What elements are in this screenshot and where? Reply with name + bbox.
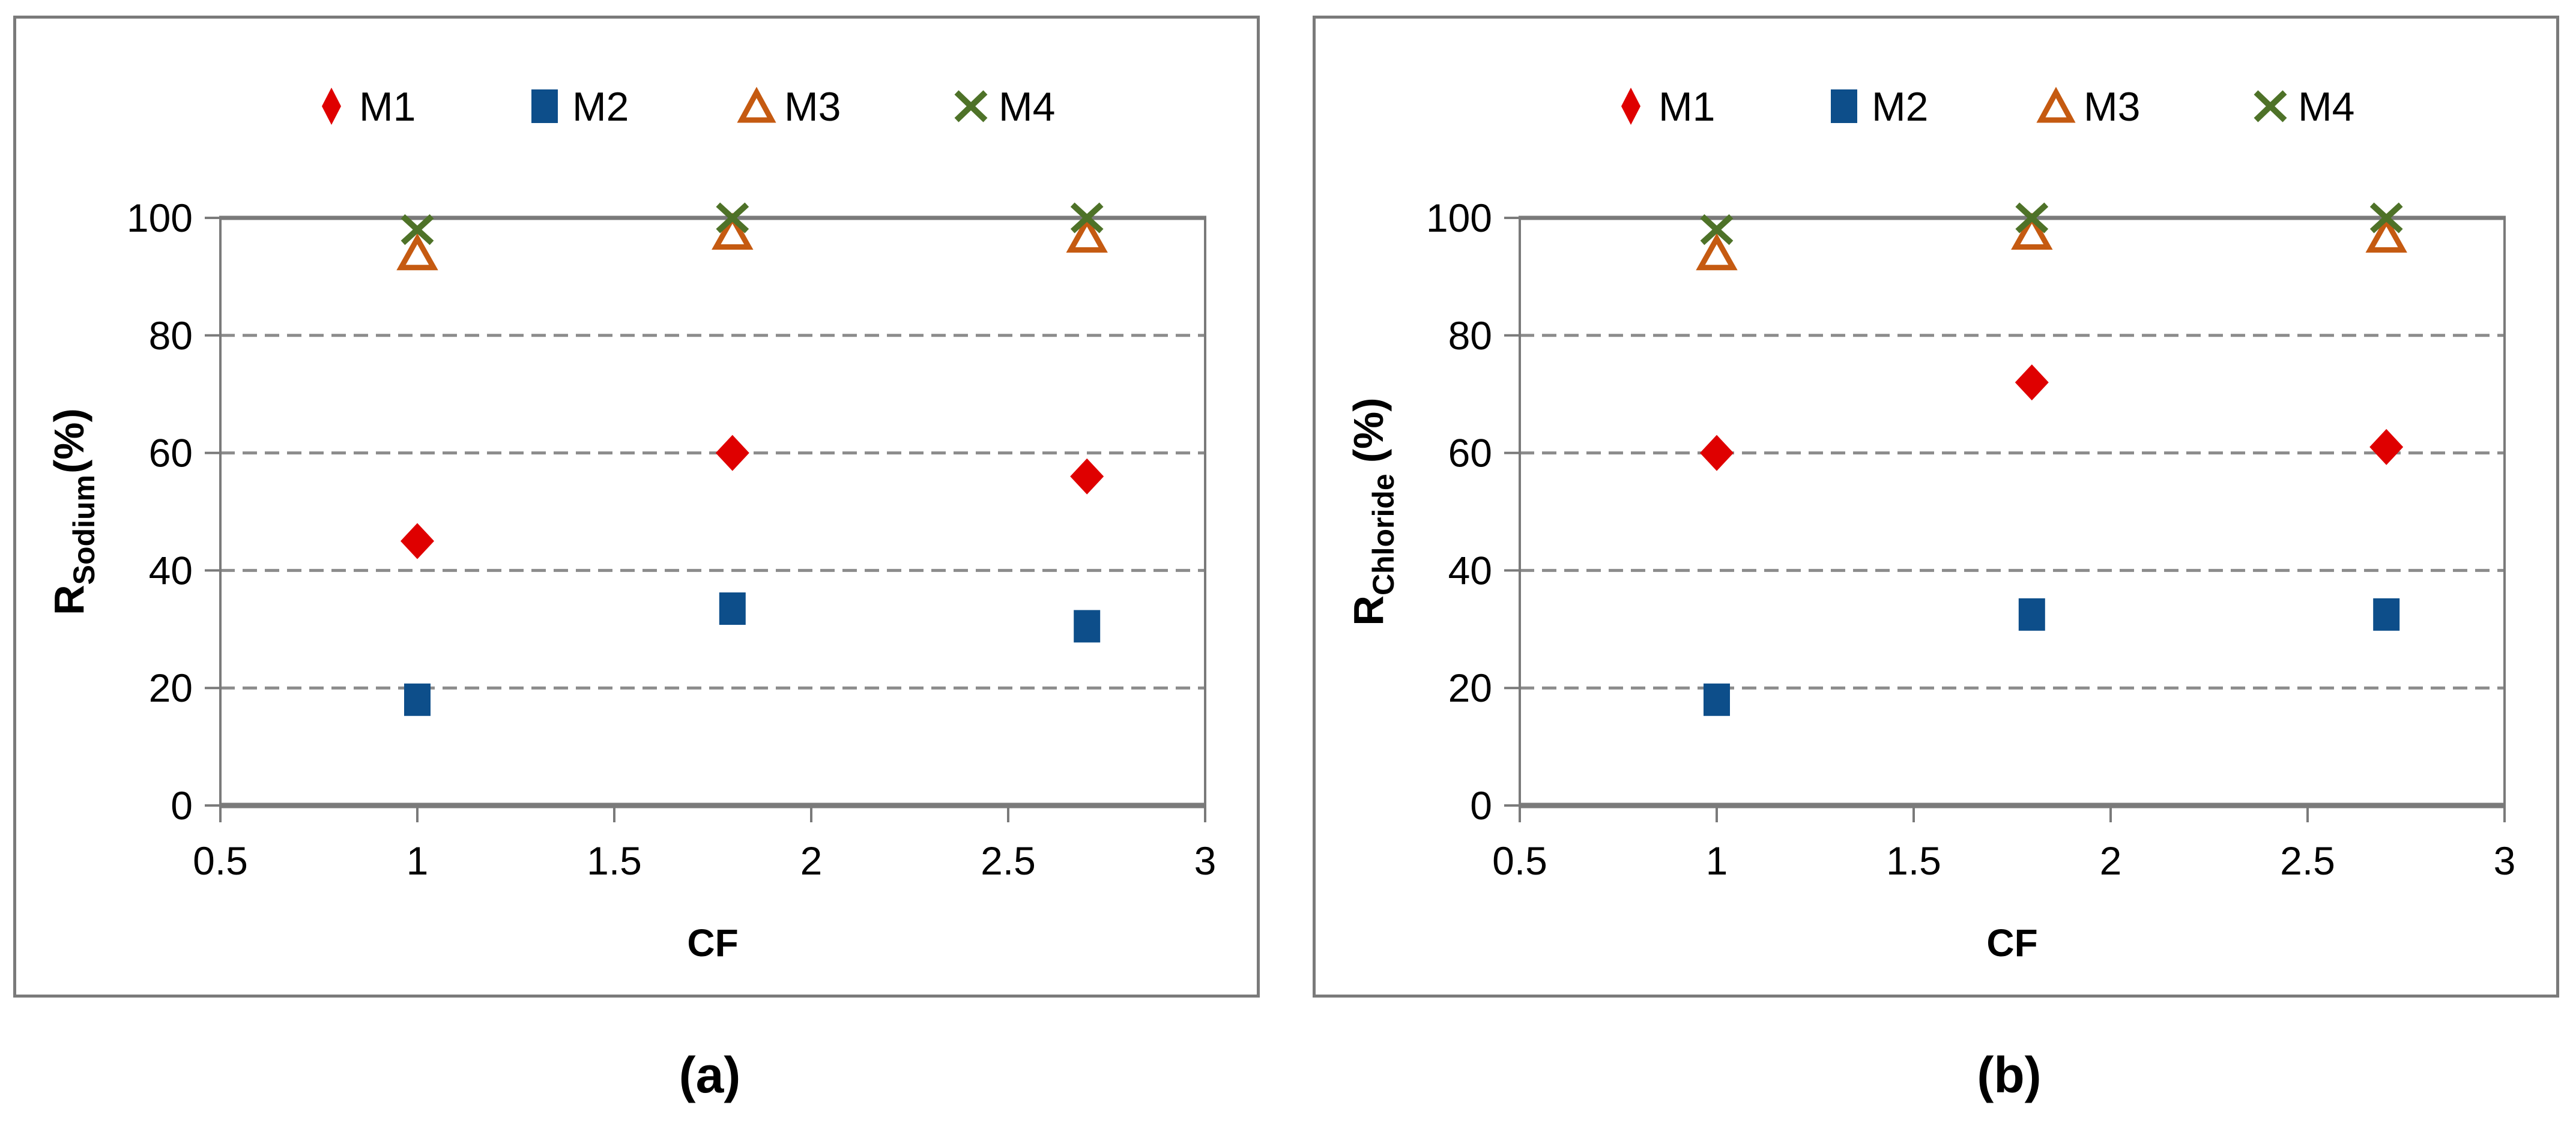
data-point-M1-x1 (1700, 435, 1734, 471)
data-point-M1-x2.7 (2369, 429, 2404, 465)
x-axis-title: CF (1986, 921, 2037, 965)
legend-item-M4: M4 (954, 84, 1055, 130)
legend-item-M3: M3 (737, 84, 841, 130)
data-point-M1-x2.7 (1070, 458, 1104, 495)
legend-item-M1: M1 (1621, 84, 1715, 130)
x-tick-label-3: 3 (2494, 838, 2516, 883)
legend-item-M3: M3 (2036, 84, 2140, 130)
caption-a: (a) (679, 1046, 741, 1103)
legend-label-M1: M1 (359, 84, 416, 130)
legend-label-M3: M3 (2084, 84, 2140, 130)
x-tick-label-1: 1 (407, 838, 429, 883)
y-tick-label-60: 60 (1448, 431, 1492, 475)
y-tick-label-0: 0 (1470, 783, 1492, 828)
y-tick-label-80: 80 (149, 313, 193, 358)
data-point-M4-x2.7 (1070, 202, 1104, 233)
y-tick-label-100: 100 (1426, 196, 1492, 240)
legend-marker-M3 (737, 86, 776, 123)
data-point-M2-x2.7 (1074, 610, 1101, 643)
legend-marker-M2 (1831, 89, 1857, 123)
data-point-M4-x1 (1700, 214, 1734, 245)
legend-item-M1: M1 (322, 84, 416, 130)
legend-item-M4: M4 (2254, 84, 2354, 130)
data-point-M4-x1.8 (2015, 202, 2049, 233)
legend-marker-M2 (531, 89, 558, 123)
x-tick-label-2.5: 2.5 (2280, 838, 2335, 883)
legend-label-M3: M3 (784, 84, 841, 130)
panel-b-wrap: 0.5 1 1.5 2 2.5 3 0 20 40 60 80 100 CF RChloride(%) M1… (1313, 16, 2559, 1108)
data-point-M4-x1 (401, 214, 434, 245)
y-tick-label-20: 20 (1448, 666, 1492, 710)
legend-marker-M4 (954, 90, 988, 122)
data-point-M2-x1 (404, 683, 431, 716)
data-point-M1-x1.8 (2015, 364, 2049, 401)
legend-label-M2: M2 (572, 84, 629, 130)
y-tick-label-0: 0 (171, 783, 193, 828)
data-point-M3-x1 (1696, 233, 1738, 271)
y-axis-title: RChloride(%) (1345, 397, 1400, 625)
panel-a: 0.5 1 1.5 2 2.5 3 0 20 40 60 80 100 CF RSodium(%) M1 M2… (13, 16, 1260, 998)
x-tick-label-1: 1 (1706, 838, 1728, 883)
data-point-M3-x2.7 (2365, 215, 2407, 253)
data-point-M2-x1.8 (719, 592, 746, 625)
data-point-M4-x2.7 (2369, 202, 2403, 233)
data-point-M4-x1.8 (716, 202, 749, 233)
x-tick-label-0.5: 0.5 (193, 838, 248, 883)
legend-item-M2: M2 (1831, 84, 1928, 130)
data-point-M2-x1.8 (2018, 598, 2045, 631)
data-point-M3-x1.8 (2011, 212, 2053, 250)
data-point-M3-x1.8 (712, 212, 754, 250)
data-point-M2-x2.7 (2373, 598, 2400, 631)
legend-label-M1: M1 (1658, 84, 1715, 130)
x-tick-label-3: 3 (1194, 838, 1217, 883)
y-tick-label-80: 80 (1448, 313, 1492, 358)
x-axis-title: CF (687, 921, 738, 965)
y-tick-label-40: 40 (149, 548, 193, 592)
x-tick-label-1.5: 1.5 (587, 838, 642, 883)
chart-b: 0.5 1 1.5 2 2.5 3 0 20 40 60 80 100 CF RChloride(%) M1… (1345, 84, 2516, 965)
x-tick-label-2.5: 2.5 (981, 838, 1036, 883)
data-point-M1-x1 (401, 523, 434, 559)
legend-marker-M3 (2036, 86, 2076, 123)
chart-a: 0.5 1 1.5 2 2.5 3 0 20 40 60 80 100 CF RSodium(%) M1 M2… (46, 84, 1217, 965)
y-tick-label-20: 20 (149, 666, 193, 710)
legend-label-M2: M2 (1872, 84, 1928, 130)
y-tick-label-100: 100 (127, 196, 193, 240)
data-point-M3-x1 (396, 233, 438, 271)
x-tick-label-0.5: 0.5 (1492, 838, 1547, 883)
legend-label-M4: M4 (999, 84, 1055, 130)
legend-item-M2: M2 (531, 84, 629, 130)
data-point-M1-x1.8 (715, 435, 749, 471)
x-tick-label-2: 2 (2100, 838, 2122, 883)
caption-b: (b) (1977, 1046, 2042, 1103)
panel-a-wrap: 0.5 1 1.5 2 2.5 3 0 20 40 60 80 100 CF RSodium(%) M1 M2… (13, 16, 1260, 1108)
data-point-M3-x2.7 (1066, 215, 1108, 253)
y-tick-label-60: 60 (149, 431, 193, 475)
x-tick-label-2: 2 (800, 838, 823, 883)
y-axis-title: RSodium(%) (46, 408, 101, 615)
legend-marker-M1 (1621, 88, 1640, 125)
x-tick-label-1.5: 1.5 (1886, 838, 1941, 883)
legend-marker-M1 (322, 88, 341, 125)
legend-marker-M4 (2254, 90, 2287, 122)
data-point-M2-x1 (1704, 683, 1730, 716)
legend-label-M4: M4 (2298, 84, 2354, 130)
y-tick-label-40: 40 (1448, 548, 1492, 592)
panel-b: 0.5 1 1.5 2 2.5 3 0 20 40 60 80 100 CF RChloride(%) M1… (1313, 16, 2559, 998)
